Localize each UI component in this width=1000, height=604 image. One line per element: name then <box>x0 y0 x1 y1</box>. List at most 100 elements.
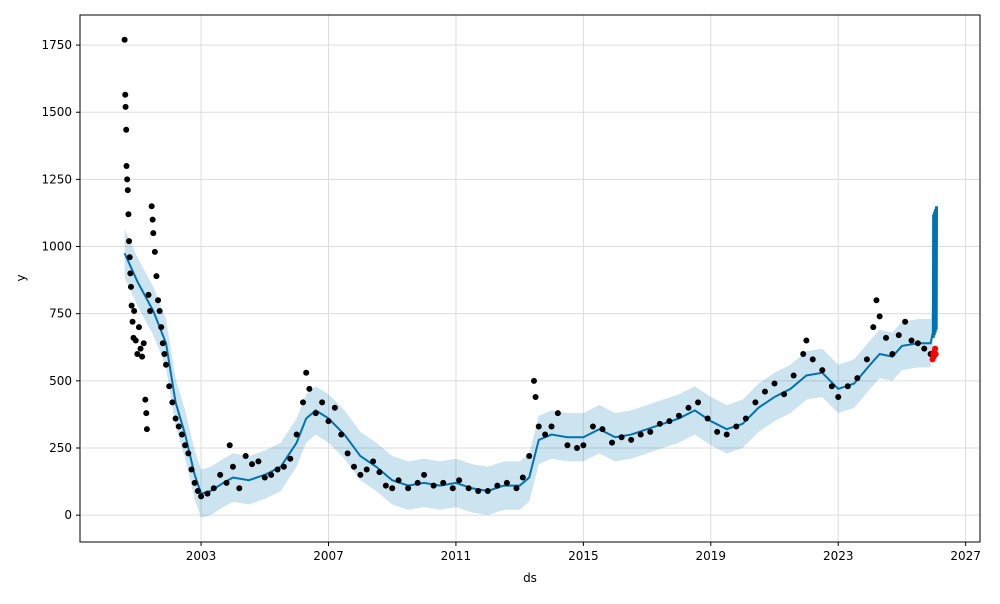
observed-point <box>319 399 326 406</box>
observed-point <box>293 431 300 438</box>
observed-point <box>159 340 166 347</box>
observed-point <box>723 431 730 438</box>
observed-point <box>548 423 555 430</box>
observed-point <box>914 340 921 347</box>
uncertainty-band-area <box>124 182 937 518</box>
observed-point <box>873 297 880 304</box>
observed-point <box>226 442 233 449</box>
observed-point <box>223 479 230 486</box>
observed-point <box>178 431 185 438</box>
observed-point <box>255 458 262 465</box>
observed-point <box>554 410 561 417</box>
observed-point <box>580 442 587 449</box>
x-tick-label: 2003 <box>186 549 217 563</box>
observed-point <box>137 345 144 352</box>
observed-point <box>306 385 313 392</box>
observed-point <box>484 487 491 494</box>
observed-point <box>532 393 539 400</box>
observed-point <box>771 380 778 387</box>
highlighted-point <box>932 350 939 357</box>
observed-point <box>143 410 150 417</box>
observed-point <box>876 313 883 320</box>
observed-points <box>121 36 934 500</box>
observed-point <box>382 482 389 489</box>
observed-point <box>844 383 851 390</box>
observed-point <box>637 431 644 438</box>
observed-point <box>182 442 189 449</box>
observed-point <box>800 350 807 357</box>
observed-point <box>198 493 205 500</box>
observed-point <box>149 216 156 223</box>
observed-point <box>124 176 131 183</box>
observed-point <box>456 477 463 484</box>
observed-point <box>363 466 370 473</box>
y-tick-label: 500 <box>49 374 72 388</box>
observed-point <box>163 361 170 368</box>
observed-point <box>303 369 310 376</box>
observed-point <box>870 324 877 331</box>
observed-point <box>389 485 396 492</box>
observed-point <box>175 423 182 430</box>
observed-point <box>618 434 625 441</box>
observed-point <box>742 415 749 422</box>
x-tick-label: 2015 <box>568 549 599 563</box>
observed-point <box>542 431 549 438</box>
observed-point <box>921 345 928 352</box>
observed-point <box>268 471 275 478</box>
observed-point <box>526 453 533 460</box>
y-tick-label: 1250 <box>41 172 72 186</box>
observed-point <box>675 412 682 419</box>
observed-point <box>883 334 890 341</box>
observed-point <box>126 238 133 245</box>
observed-point <box>440 479 447 486</box>
observed-point <box>169 399 176 406</box>
observed-point <box>535 423 542 430</box>
observed-point <box>819 367 826 374</box>
observed-point <box>185 450 192 457</box>
observed-point <box>127 283 134 290</box>
x-axis-label: ds <box>523 571 537 585</box>
x-tick-label: 2011 <box>441 549 472 563</box>
observed-point <box>287 455 294 462</box>
observed-point <box>143 426 150 433</box>
axis-ticks: 2003 2007 2011 2015 2019 2023 2027 0 250 500 750 10… <box>41 38 980 563</box>
observed-point <box>752 399 759 406</box>
observed-point <box>129 318 136 325</box>
observed-point <box>300 399 307 406</box>
observed-point <box>126 254 133 261</box>
y-tick-label: 750 <box>49 307 72 321</box>
observed-point <box>895 332 902 339</box>
observed-point <box>685 404 692 411</box>
observed-point <box>121 36 128 43</box>
observed-point <box>261 474 268 481</box>
observed-point <box>889 350 896 357</box>
observed-point <box>863 356 870 363</box>
y-tick-label: 1500 <box>41 105 72 119</box>
observed-point <box>331 404 338 411</box>
observed-point <box>122 103 129 110</box>
observed-point <box>790 372 797 379</box>
observed-point <box>414 479 421 486</box>
observed-point <box>145 291 152 298</box>
observed-point <box>122 91 129 98</box>
observed-point <box>781 391 788 398</box>
observed-point <box>191 479 198 486</box>
observed-point <box>828 383 835 390</box>
observed-point <box>695 399 702 406</box>
highlighted-points <box>929 345 939 363</box>
observed-point <box>166 383 173 390</box>
observed-point <box>242 453 249 460</box>
observed-point <box>142 396 149 403</box>
observed-point <box>210 485 217 492</box>
observed-point <box>128 302 135 309</box>
observed-point <box>131 308 138 315</box>
observed-point <box>147 308 154 315</box>
observed-point <box>902 318 909 325</box>
y-tick-label: 1000 <box>41 240 72 254</box>
observed-point <box>475 487 482 494</box>
observed-point <box>280 463 287 470</box>
observed-point <box>217 471 224 478</box>
observed-point <box>666 418 673 425</box>
observed-point <box>338 431 345 438</box>
